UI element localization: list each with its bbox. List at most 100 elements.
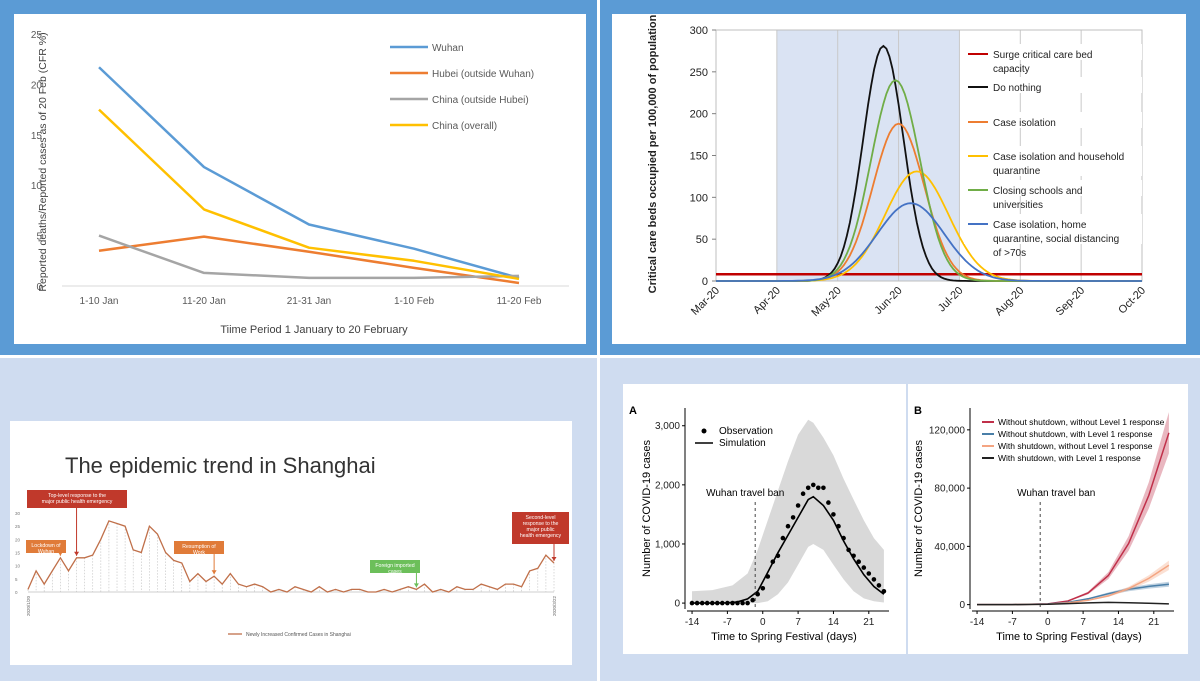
x-tick-label: -14 bbox=[970, 617, 985, 628]
observation-point bbox=[780, 535, 786, 541]
observation-point bbox=[750, 597, 755, 603]
y-tick-label: 300 bbox=[690, 25, 708, 37]
y-tick-label: 25 bbox=[15, 524, 21, 529]
y-tick-label: 15 bbox=[15, 551, 21, 556]
panel-label: A bbox=[629, 405, 637, 417]
horizontal-divider bbox=[0, 355, 1200, 358]
x-tick-label: 1-10 Feb bbox=[394, 296, 434, 307]
panel-cfr-chart: 0 5 10 15 20 25 1-10 Jan 11-20 Jan 21-31 Jan 1-10… bbox=[14, 14, 586, 344]
series-line-shanghai-cases bbox=[27, 520, 555, 593]
x-tick-label: 7 bbox=[795, 617, 801, 628]
y-tick-label: 1,000 bbox=[655, 539, 680, 550]
y-tick-label: 0 bbox=[959, 600, 965, 611]
legend-label: Closing schools and universities bbox=[993, 186, 1083, 211]
observation-point bbox=[866, 571, 872, 576]
observation-point bbox=[800, 491, 806, 496]
observation-point bbox=[775, 553, 781, 559]
observation-point bbox=[856, 559, 861, 564]
critical-care-line-chart: 0 50 100 150 200 250 300 Mar-20 Apr-20 May-20 Jun-… bbox=[647, 14, 1148, 319]
x-axis-title: Time to Spring Festival (days) bbox=[711, 631, 857, 643]
x-tick-label: 2020/1/20 bbox=[26, 596, 31, 617]
x-tick-label: Mar-20 bbox=[689, 285, 722, 318]
series-line-with-shutdown-with-level-1-response bbox=[977, 601, 1169, 606]
y-axis-title: Number of COVID-19 cases bbox=[913, 440, 925, 577]
observation-point bbox=[805, 485, 811, 491]
legend-label: Observation bbox=[719, 426, 773, 437]
x-tick-label: Aug-20 bbox=[993, 285, 1027, 319]
observation-point bbox=[745, 600, 750, 606]
annotation-box bbox=[512, 512, 569, 544]
x-tick-label: -7 bbox=[723, 617, 732, 628]
y-tick-label: 2,000 bbox=[655, 480, 680, 491]
panel-critical-care-chart: 0 50 100 150 200 250 300 Mar-20 Apr-20 May-20 Jun-… bbox=[612, 14, 1186, 344]
y-tick-label: 250 bbox=[690, 67, 708, 79]
observation-point bbox=[689, 600, 695, 606]
confidence-band bbox=[692, 419, 884, 604]
annotation-box bbox=[370, 560, 420, 573]
y-tick-label: 200 bbox=[690, 109, 708, 121]
y-axis-title: Reported deaths/Reported cases as of 20 … bbox=[37, 32, 49, 291]
annotation-box bbox=[174, 541, 224, 554]
x-tick-label: Apr-20 bbox=[751, 285, 783, 317]
observation-point bbox=[740, 600, 745, 606]
legend-label: China (outside Hubei) bbox=[432, 95, 529, 106]
x-tick-label: 21 bbox=[863, 617, 875, 628]
x-tick-label: Jul-20 bbox=[936, 285, 966, 315]
x-tick-label: 1-10 Jan bbox=[80, 296, 119, 307]
y-tick-label: 0 bbox=[702, 276, 708, 288]
annotation-arrowhead bbox=[211, 570, 217, 575]
observation-point bbox=[725, 600, 730, 606]
y-tick-label: 3,000 bbox=[655, 421, 680, 432]
observation-point bbox=[871, 577, 877, 582]
annotation-arrowhead bbox=[74, 551, 80, 556]
y-tick-label: 5 bbox=[15, 577, 18, 582]
observation-point bbox=[836, 523, 841, 529]
observation-point bbox=[730, 600, 735, 606]
x-tick-label: -7 bbox=[1008, 617, 1017, 628]
observation-point bbox=[770, 559, 776, 564]
observation-point bbox=[861, 565, 867, 570]
x-tick-label: 2020/3/22 bbox=[552, 596, 557, 617]
y-tick-label: 20 bbox=[15, 537, 21, 542]
observation-point bbox=[694, 600, 700, 606]
series-line-case-isolation-home-quarantine-social-distancing-of-70s bbox=[716, 202, 1142, 282]
observation-point bbox=[821, 485, 826, 491]
series-line-china-outside-hubei bbox=[98, 234, 520, 280]
observation-point bbox=[811, 482, 816, 488]
y-tick-label: 150 bbox=[690, 151, 708, 163]
annotation-box bbox=[27, 490, 127, 508]
shaded-period bbox=[776, 30, 960, 281]
vertical-divider bbox=[597, 0, 600, 681]
annotation-arrowhead bbox=[551, 557, 557, 562]
legend-label: Without shutdown, with Level 1 response bbox=[998, 429, 1153, 439]
y-tick-label: 120,000 bbox=[929, 425, 966, 436]
annotation-box bbox=[26, 540, 66, 553]
legend-label: China (overall) bbox=[432, 121, 497, 132]
x-tick-label: Sep-20 bbox=[1054, 285, 1088, 319]
observation-point bbox=[720, 600, 725, 606]
legend-background bbox=[964, 214, 1142, 244]
y-tick-label: 5 bbox=[36, 232, 42, 243]
y-axis-title: Number of COVID-19 cases bbox=[641, 440, 653, 577]
y-tick-label: 10 bbox=[15, 564, 21, 569]
x-tick-label: 11-20 Jan bbox=[182, 296, 226, 307]
y-tick-label: 25 bbox=[31, 30, 43, 41]
legend-label: Hubei (outside Wuhan) bbox=[432, 69, 534, 80]
y-tick-label: 15 bbox=[31, 131, 43, 142]
panel-chart-a: A Observation Simulation 0 1,000 2,000 3,000 -1… bbox=[623, 384, 906, 654]
series-line-wuhan bbox=[98, 66, 520, 280]
legend-label: Wuhan bbox=[432, 43, 464, 54]
observation-point bbox=[704, 600, 710, 606]
panel-shanghai-chart: The epidemic trend in Shanghai 0 5 10 15 20 25… bbox=[10, 421, 572, 665]
x-tick-label: 14 bbox=[828, 617, 840, 628]
scenario-projection-chart: B Without shutdown, without Level 1 respo… bbox=[913, 405, 1174, 643]
observation-point bbox=[755, 591, 760, 597]
legend-label: With shutdown, with Level 1 response bbox=[998, 453, 1141, 463]
legend-background bbox=[964, 44, 1142, 60]
observation-point bbox=[846, 547, 851, 553]
x-axis-title: Tiime Period 1 January to 20 February bbox=[220, 324, 408, 336]
y-tick-label: 0 bbox=[36, 282, 42, 293]
x-tick-label: 21-31 Jan bbox=[287, 296, 331, 307]
x-tick-label: 21 bbox=[1148, 617, 1160, 628]
series-line-hubei-outside-wuhan bbox=[98, 235, 520, 285]
